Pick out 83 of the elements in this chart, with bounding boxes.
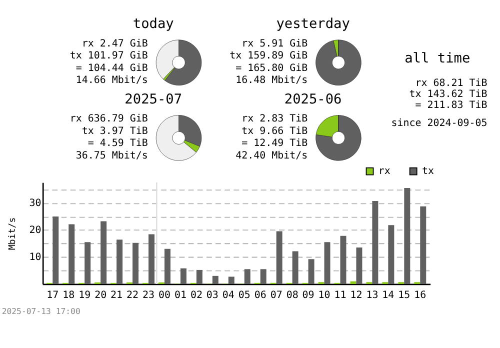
- x-tick-label: 13: [366, 290, 378, 302]
- x-tick-label: 10: [318, 290, 330, 302]
- bar: [244, 269, 250, 284]
- text: 14.66 Mbit/s: [76, 75, 148, 86]
- bar: [164, 248, 170, 284]
- bar: [132, 242, 139, 284]
- x-tick-label: 01: [174, 290, 186, 302]
- text: = 104.44 GiB: [76, 62, 148, 74]
- bar: [420, 206, 426, 284]
- bar: [404, 188, 410, 284]
- y-tick-label: 30: [29, 198, 42, 210]
- x-tick-label: 02: [190, 290, 202, 302]
- x-tick-label: 22: [126, 290, 139, 302]
- text: 36.75 Mbit/s: [76, 150, 148, 162]
- bar: [340, 236, 346, 284]
- bar: [350, 281, 356, 284]
- y-axis-title: Mbit/s: [8, 217, 18, 250]
- text: tx 159.89 GiB: [230, 50, 308, 62]
- bar: [356, 248, 362, 284]
- bar: [260, 269, 266, 284]
- bar: [196, 270, 202, 284]
- bar: [228, 276, 234, 284]
- bar: [292, 251, 298, 284]
- bar: [308, 259, 314, 284]
- bar: [372, 201, 378, 284]
- chart-title: yesterday: [276, 16, 350, 32]
- x-tick-label: 08: [286, 290, 298, 302]
- text: = 211.83 TiB: [415, 100, 488, 111]
- x-tick-label: 16: [414, 290, 426, 302]
- bar: [324, 242, 330, 284]
- x-tick-label: 14: [382, 290, 394, 302]
- bar: [388, 225, 394, 284]
- bar: [68, 224, 75, 284]
- legend-label: tx: [422, 166, 434, 178]
- text: rx 5.91 GiB: [242, 38, 308, 50]
- x-tick-label: 15: [398, 290, 410, 302]
- x-tick-label: 04: [222, 290, 234, 302]
- x-tick-label: 07: [270, 290, 282, 302]
- bar: [116, 240, 123, 284]
- x-tick-label: 20: [94, 290, 107, 302]
- x-tick-label: 21: [110, 290, 123, 302]
- x-tick-label: 06: [254, 290, 266, 302]
- x-tick-label: 17: [46, 290, 59, 302]
- text: = 4.59 TiB: [88, 138, 148, 150]
- x-tick-label: 09: [302, 290, 314, 302]
- donut-slice: [316, 115, 362, 161]
- x-tick-label: 19: [78, 290, 91, 302]
- chart-title: 2025-06: [284, 91, 342, 108]
- text: tx 101.97 GiB: [70, 50, 148, 62]
- bar: [100, 221, 107, 284]
- chart-title: 2025-07: [124, 91, 182, 108]
- x-tick-label: 18: [62, 290, 75, 302]
- bar: [276, 231, 282, 284]
- text: all time: [404, 50, 470, 67]
- text: 2025-07-13 17:00: [2, 306, 80, 316]
- x-tick-label: 23: [142, 290, 155, 302]
- text: tx 3.97 TiB: [82, 126, 148, 137]
- x-tick-label: 03: [206, 290, 218, 302]
- text: since 2024-09-05: [391, 118, 488, 130]
- text: tx 143.62 TiB: [409, 89, 488, 100]
- text: rx 68.21 TiB: [415, 78, 488, 90]
- text: tx 9.66 TiB: [242, 126, 308, 137]
- text: 16.48 Mbit/s: [236, 75, 308, 86]
- bar: [52, 216, 59, 284]
- bar: [84, 242, 91, 284]
- y-tick-label: 20: [29, 225, 42, 236]
- bar: [148, 234, 154, 284]
- bar: [180, 268, 186, 284]
- legend-label: rx: [378, 166, 390, 178]
- x-tick-label: 11: [334, 290, 346, 302]
- text: rx 636.79 GiB: [70, 114, 148, 125]
- donut-slice: [316, 40, 362, 86]
- text: rx 2.47 GiB: [82, 38, 148, 50]
- text: rx 2.83 TiB: [242, 114, 308, 125]
- x-tick-label: 00: [158, 290, 170, 302]
- chart-title: today: [132, 16, 174, 32]
- y-tick-label: 10: [29, 252, 42, 264]
- bar: [212, 276, 218, 284]
- text: = 12.49 TiB: [242, 138, 308, 150]
- x-tick-label: 05: [238, 290, 250, 302]
- x-tick-label: 12: [350, 290, 362, 302]
- text: = 165.80 GiB: [236, 62, 308, 74]
- text: 42.40 Mbit/s: [236, 150, 308, 162]
